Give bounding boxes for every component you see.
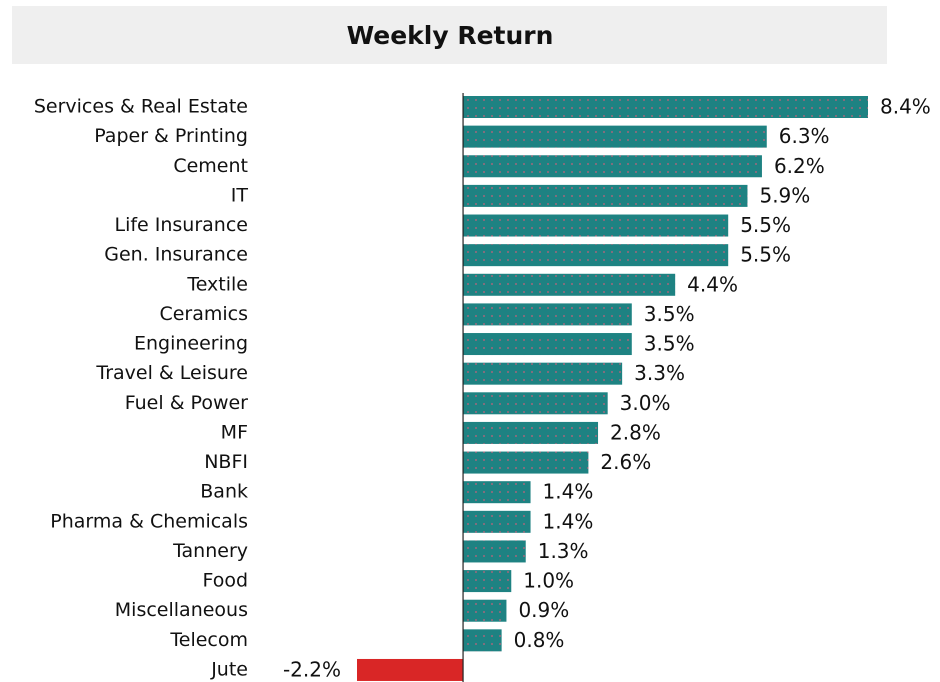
value-label: 1.0% [523, 569, 574, 593]
category-label: Cement [173, 155, 248, 177]
value-label: 3.3% [634, 361, 685, 385]
bar-pattern [463, 451, 589, 474]
bar-pattern [463, 421, 599, 444]
category-label: Telecom [169, 629, 248, 651]
value-label: 8.4% [880, 95, 931, 119]
value-label: 2.8% [610, 420, 661, 444]
bar-pattern [463, 629, 502, 652]
chart-title: Weekly Return [347, 21, 554, 50]
value-label: 6.3% [779, 124, 830, 148]
value-label: 6.2% [774, 154, 825, 178]
category-label: Gen. Insurance [104, 244, 248, 266]
category-label: IT [231, 184, 249, 206]
value-label: 4.4% [687, 272, 738, 296]
bar [357, 658, 464, 681]
bar-pattern [463, 510, 531, 533]
category-label: Tannery [172, 540, 248, 562]
category-label: Jute [210, 658, 248, 680]
category-label: Travel & Leisure [95, 362, 248, 384]
value-label: 5.9% [759, 183, 810, 207]
value-label: 0.8% [514, 628, 565, 652]
bar-pattern [463, 392, 608, 415]
value-label: -2.2% [283, 657, 341, 681]
bar-pattern [463, 214, 729, 237]
bar-pattern [463, 96, 868, 118]
title-background [12, 6, 887, 64]
bar-pattern [463, 184, 748, 207]
bar-pattern [463, 570, 512, 593]
value-label: 5.5% [740, 213, 791, 237]
category-label: Food [202, 570, 248, 592]
bar-pattern [463, 273, 676, 296]
category-label: Fuel & Power [125, 392, 248, 414]
bar-pattern [463, 244, 729, 267]
category-label: Bank [200, 481, 248, 503]
bar-pattern [463, 125, 767, 148]
value-label: 3.0% [620, 391, 671, 415]
bar-pattern [463, 303, 632, 326]
value-label: 2.6% [600, 450, 651, 474]
value-label: 1.4% [543, 509, 594, 533]
category-label: Paper & Printing [94, 125, 248, 147]
bar-pattern [463, 362, 623, 385]
category-label: Services & Real Estate [34, 96, 248, 118]
bar-pattern [463, 155, 762, 178]
bar-pattern [463, 481, 531, 504]
value-label: 3.5% [644, 332, 695, 356]
category-label: Ceramics [159, 303, 248, 325]
category-label: Miscellaneous [115, 599, 248, 621]
value-label: 3.5% [644, 302, 695, 326]
bar-pattern [463, 540, 526, 563]
bar-pattern [463, 599, 507, 622]
category-label: NBFI [204, 451, 248, 473]
category-label: Engineering [134, 333, 248, 355]
value-label: 1.4% [543, 480, 594, 504]
value-label: 1.3% [538, 539, 589, 563]
category-label: Pharma & Chemicals [50, 510, 248, 532]
value-label: 0.9% [518, 598, 569, 622]
category-label: Life Insurance [114, 214, 248, 236]
value-label: 5.5% [740, 243, 791, 267]
bar-pattern [463, 333, 632, 356]
category-label: MF [221, 421, 248, 443]
category-label: Textile [186, 273, 248, 295]
